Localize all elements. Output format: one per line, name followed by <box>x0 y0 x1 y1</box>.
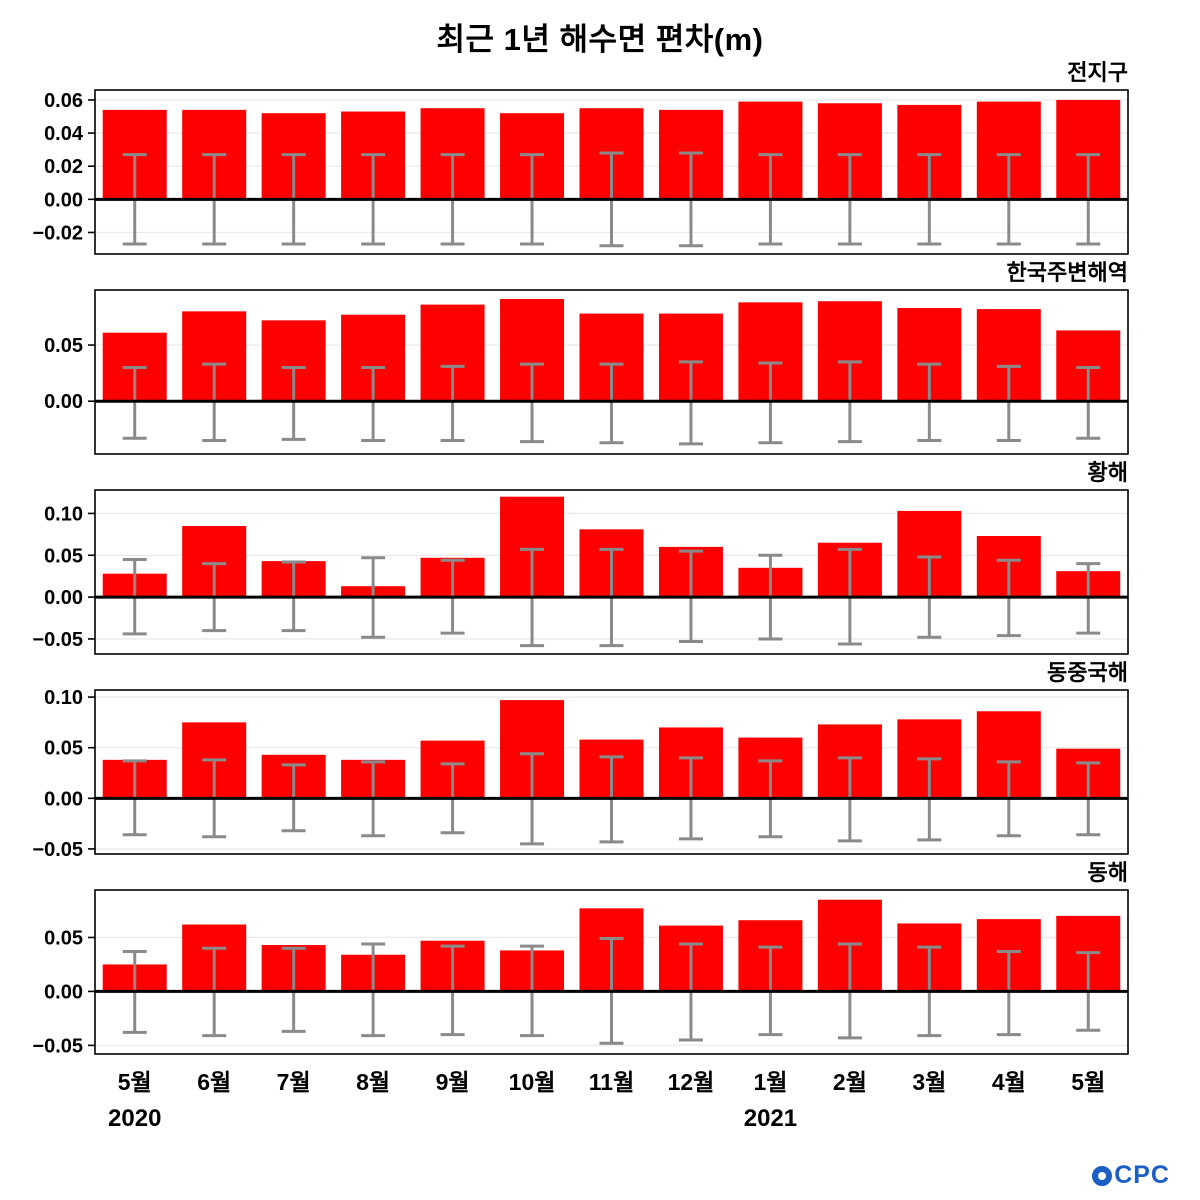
error-bar <box>361 366 386 443</box>
x-tick-label: 1월 <box>753 1069 787 1095</box>
y-tick-label: 0.06 <box>44 90 83 112</box>
year-label: 2021 <box>744 1105 797 1132</box>
panel-label: 한국주변해역 <box>1007 260 1128 285</box>
error-bar <box>520 362 545 444</box>
error-bar <box>996 950 1021 1037</box>
chart-panels: 0.06 0.04 0.02 0.00 −0.02 전지구 0.05 0.00 한국주변해역 0.… <box>0 60 1200 1144</box>
chart-panel: 0.05 0.00 −0.05 동해 <box>32 860 1129 1057</box>
error-bar <box>281 366 306 441</box>
x-tick-label: 8월 <box>356 1069 390 1095</box>
error-bar <box>1076 366 1101 440</box>
panel-frame <box>94 689 1129 855</box>
error-bar <box>678 360 703 446</box>
panel-label: 동해 <box>1088 860 1128 885</box>
error-bar <box>440 364 465 443</box>
chart-panel: 0.05 0.00 한국주변해역 <box>44 260 1129 455</box>
chart-panel: 0.10 0.05 0.00 −0.05 동중국해 <box>32 660 1129 860</box>
y-tick-label: 0.10 <box>44 503 83 525</box>
x-tick-label: 6월 <box>197 1069 231 1095</box>
x-tick-label: 7월 <box>277 1069 311 1095</box>
error-bar <box>996 364 1021 443</box>
panel-frame <box>94 289 1129 455</box>
x-tick-label: 4월 <box>992 1069 1026 1095</box>
panel-label: 황해 <box>1088 460 1128 485</box>
y-tick-label: 0.00 <box>44 391 83 413</box>
y-tick-label: 0.02 <box>44 156 83 178</box>
y-tick-label: 0.05 <box>44 738 83 760</box>
y-tick-label: 0.05 <box>44 545 83 567</box>
x-tick-label: 2월 <box>833 1069 867 1095</box>
y-tick-label: 0.05 <box>44 927 83 949</box>
chart-panel: 0.06 0.04 0.02 0.00 −0.02 전지구 <box>32 60 1129 255</box>
error-bar <box>281 946 306 1033</box>
ocpc-logo-text: CPC <box>1114 1161 1170 1189</box>
year-label: 2020 <box>108 1105 161 1132</box>
chart-title: 최근 1년 해수면 편차(m) <box>436 22 764 57</box>
error-bar <box>122 366 147 440</box>
y-tick-label: −0.05 <box>32 1035 83 1057</box>
y-tick-label: 0.10 <box>44 687 83 709</box>
x-tick-label: 5월 <box>1071 1069 1105 1095</box>
y-tick-label: −0.05 <box>32 839 83 860</box>
panel-frame <box>94 489 1129 655</box>
x-tick-label: 11월 <box>589 1069 634 1095</box>
panel-label: 동중국해 <box>1047 660 1128 685</box>
error-bar <box>758 361 783 445</box>
y-tick-label: −0.05 <box>32 629 83 651</box>
y-tick-label: −0.02 <box>32 222 83 244</box>
x-tick-label: 10월 <box>509 1069 556 1095</box>
x-tick-label: 9월 <box>436 1069 470 1095</box>
y-tick-label: 0.00 <box>44 981 83 1003</box>
y-tick-label: 0.00 <box>44 788 83 810</box>
error-bar <box>361 942 386 1038</box>
panel-label: 전지구 <box>1067 60 1128 85</box>
panel-frame <box>94 889 1129 1055</box>
y-tick-label: 0.05 <box>44 335 83 357</box>
panel-frame <box>94 89 1129 255</box>
x-tick-label: 3월 <box>912 1069 946 1095</box>
x-tick-label: 12월 <box>668 1069 715 1095</box>
y-tick-label: 0.00 <box>44 189 83 211</box>
ocpc-logo-ring-icon <box>1092 1165 1113 1186</box>
ocpc-logo: CPC <box>1092 1161 1170 1190</box>
y-tick-label: 0.00 <box>44 587 83 609</box>
x-tick-label: 5월 <box>118 1069 152 1095</box>
chart-panel: 0.10 0.05 0.00 −0.05 황해 <box>32 460 1129 655</box>
x-axis: 5월 6월 7월 8월 9월 10월 11월 12월 1월 2월 3월 4월 5월 2020 2021 <box>108 1069 1105 1132</box>
y-tick-label: 0.04 <box>44 123 84 145</box>
error-bar <box>599 362 624 445</box>
